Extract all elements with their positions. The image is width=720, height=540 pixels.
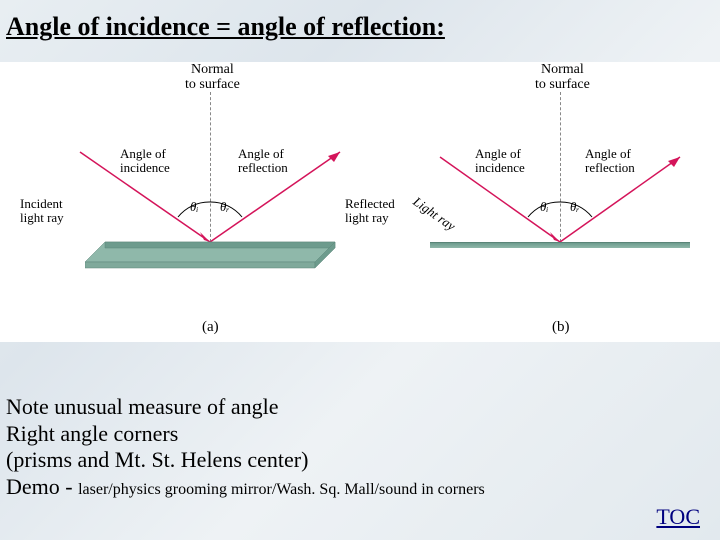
reflected-ray-label-a: Reflectedlight ray bbox=[345, 197, 395, 226]
note-line-1: Note unusual measure of angle bbox=[6, 394, 485, 420]
demo-prefix: Demo - bbox=[6, 474, 78, 499]
note-line-4: Demo - laser/physics grooming mirror/Was… bbox=[6, 474, 485, 500]
surface-slab-a bbox=[85, 234, 345, 274]
surface-line-b bbox=[430, 242, 690, 248]
reflected-arrow-a bbox=[328, 152, 340, 162]
caption-a: (a) bbox=[202, 319, 219, 336]
note-line-3: (prisms and Mt. St. Helens center) bbox=[6, 447, 485, 473]
panel-a: Normalto surface Angle ofincidence Angle… bbox=[20, 62, 400, 342]
note-line-2: Right angle corners bbox=[6, 421, 485, 447]
incident-ray-label-a: Incidentlight ray bbox=[20, 197, 64, 226]
reflection-label-b: Angle ofreflection bbox=[585, 147, 635, 176]
panel-b-svg bbox=[420, 62, 700, 292]
incidence-label-a: Angle ofincidence bbox=[120, 147, 170, 176]
theta-r-a: θᵣ bbox=[220, 199, 230, 215]
page-title: Angle of incidence = angle of reflection… bbox=[0, 0, 720, 42]
incident-arrow-b bbox=[550, 232, 560, 242]
theta-i-b: θᵢ bbox=[540, 199, 548, 215]
diagram-area: Normalto surface Angle ofincidence Angle… bbox=[0, 62, 720, 342]
toc-link[interactable]: TOC bbox=[656, 504, 700, 530]
reflection-label-a: Angle ofreflection bbox=[238, 147, 288, 176]
notes-block: Note unusual measure of angle Right angl… bbox=[6, 394, 485, 500]
demo-detail: laser/physics grooming mirror/Wash. Sq. … bbox=[78, 481, 485, 498]
reflected-arrow-b bbox=[668, 157, 680, 167]
theta-i-a: θᵢ bbox=[190, 199, 198, 215]
incidence-label-b: Angle ofincidence bbox=[475, 147, 525, 176]
panel-b: Normalto surface Angle ofincidence Angle… bbox=[420, 62, 700, 342]
theta-r-b: θᵣ bbox=[570, 199, 580, 215]
caption-b: (b) bbox=[552, 319, 570, 336]
